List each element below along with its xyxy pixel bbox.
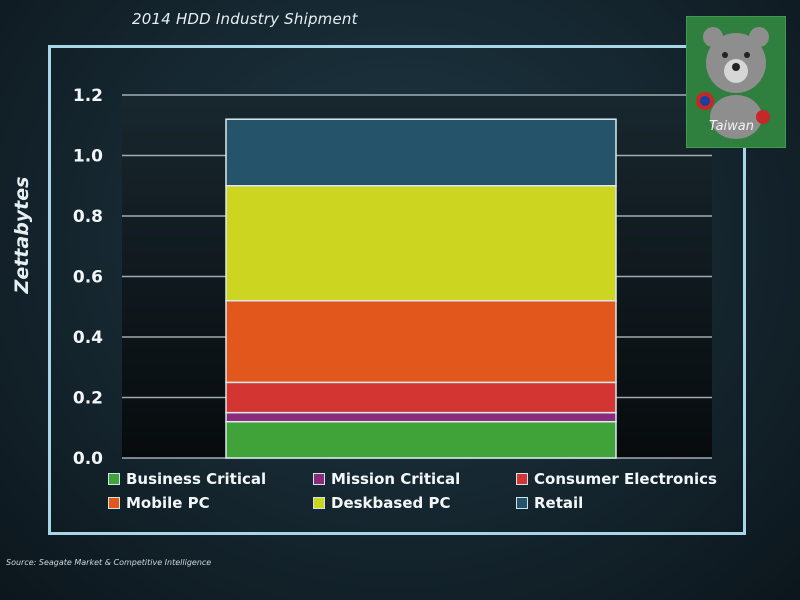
legend: Business Critical Mission Critical Consume… <box>108 470 728 520</box>
y-tick-label: 0.8 <box>73 207 103 227</box>
y-tick-label: 0.4 <box>73 328 103 348</box>
y-tick-label: 0.0 <box>73 449 103 469</box>
watermark-logo: Taiwan <box>686 16 786 148</box>
legend-item: Deskbased PC <box>313 494 450 512</box>
legend-label: Business Critical <box>126 470 267 488</box>
legend-label: Retail <box>534 494 584 512</box>
legend-swatch <box>313 473 325 485</box>
bar-segment-business-critical <box>225 420 617 459</box>
chart-title: 2014 HDD Industry Shipment <box>132 10 358 28</box>
legend-item: Mobile PC <box>108 494 210 512</box>
y-tick-label: 0.6 <box>73 268 103 288</box>
watermark-text: Taiwan <box>709 119 754 134</box>
legend-label: Mobile PC <box>126 494 210 512</box>
y-tick-label: 0.2 <box>73 389 103 409</box>
bar-segment-retail <box>225 118 617 187</box>
legend-item: Mission Critical <box>313 470 460 488</box>
legend-swatch <box>313 497 325 509</box>
legend-swatch <box>108 473 120 485</box>
y-tick-label: 1.0 <box>73 147 103 167</box>
legend-label: Consumer Electronics <box>534 470 717 488</box>
bar-segment-consumer-electronics <box>225 381 617 414</box>
legend-swatch <box>516 497 528 509</box>
legend-label: Mission Critical <box>331 470 461 488</box>
bar-segment-deskbased-pc <box>225 185 617 302</box>
chart-frame <box>48 45 746 535</box>
legend-label: Deskbased PC <box>331 494 451 512</box>
legend-item: Business Critical <box>108 470 266 488</box>
bear-icon <box>696 27 770 139</box>
legend-swatch <box>108 497 120 509</box>
y-axis-label: Zettabytes <box>11 177 33 295</box>
source-note: Source: Seagate Market & Competitive Int… <box>6 558 212 567</box>
y-tick-label: 1.2 <box>73 86 103 106</box>
legend-item: Retail <box>516 494 583 512</box>
legend-item: Consumer Electronics <box>516 470 717 488</box>
legend-swatch <box>516 473 528 485</box>
bar-segment-mobile-pc <box>225 299 617 384</box>
bar-segment-mission-critical <box>225 411 617 423</box>
